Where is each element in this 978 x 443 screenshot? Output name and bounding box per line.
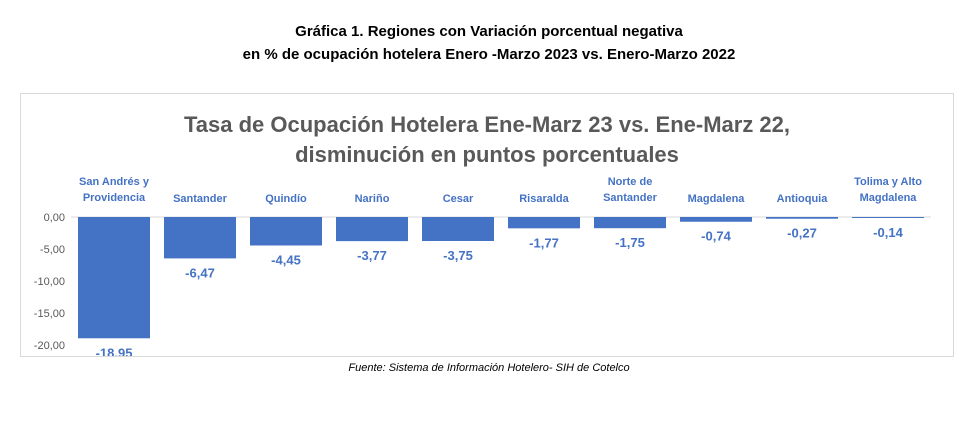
value-label: -0,74 bbox=[701, 229, 731, 244]
category-label: Norte de bbox=[608, 176, 653, 188]
bar-5 bbox=[422, 217, 494, 241]
chart-frame: Tasa de Ocupación Hotelera Ene-Marz 23 v… bbox=[20, 93, 954, 357]
category-label: Quindío bbox=[265, 193, 307, 205]
category-label: Antioquia bbox=[777, 193, 829, 205]
figure-caption-line-2: en % de ocupación hotelera Enero -Marzo … bbox=[242, 46, 736, 63]
value-label: -1,77 bbox=[529, 235, 559, 250]
category-label: San Andrés y bbox=[79, 176, 150, 188]
category-label: Risaralda bbox=[519, 193, 569, 205]
category-label: Cesar bbox=[443, 193, 474, 205]
y-tick-label: -5,00 bbox=[40, 244, 65, 256]
bar-1 bbox=[78, 217, 150, 339]
value-label: -0,14 bbox=[873, 225, 903, 240]
bar-3 bbox=[250, 217, 322, 246]
value-label: -0,27 bbox=[787, 226, 817, 241]
bar-9 bbox=[766, 217, 838, 219]
figure-caption-line-1: Gráfica 1. Regiones con Variación porcen… bbox=[295, 23, 683, 40]
category-label: Santander bbox=[173, 193, 228, 205]
bar-4 bbox=[336, 217, 408, 242]
value-label: -18,95 bbox=[96, 345, 133, 356]
bar-6 bbox=[508, 217, 580, 229]
chart-title-line-1: Tasa de Ocupación Hotelera Ene-Marz 23 v… bbox=[184, 112, 790, 137]
bar-7 bbox=[594, 217, 666, 229]
bar-chart: Tasa de Ocupación Hotelera Ene-Marz 23 v… bbox=[34, 112, 931, 356]
category-label: Magdalena bbox=[688, 193, 746, 205]
category-label: Nariño bbox=[355, 193, 390, 205]
category-label: Providencia bbox=[83, 192, 146, 204]
y-tick-label: 0,00 bbox=[44, 212, 65, 224]
bar-10 bbox=[852, 217, 924, 218]
y-tick-label: -20,00 bbox=[34, 340, 65, 352]
chart-title-line-2: disminución en puntos porcentuales bbox=[295, 142, 679, 167]
source-note: Fuente: Sistema de Información Hotelero-… bbox=[348, 362, 630, 374]
category-label: Magdalena bbox=[860, 192, 918, 204]
y-tick-label: -15,00 bbox=[34, 308, 65, 320]
bar-2 bbox=[164, 217, 236, 259]
value-label: -3,75 bbox=[443, 248, 473, 263]
value-label: -1,75 bbox=[615, 235, 645, 250]
y-tick-label: -10,00 bbox=[34, 276, 65, 288]
category-label: Tolima y Alto bbox=[854, 176, 922, 188]
value-label: -3,77 bbox=[357, 248, 387, 263]
value-label: -4,45 bbox=[271, 252, 301, 267]
value-label: -6,47 bbox=[185, 265, 215, 280]
category-label: Santander bbox=[603, 192, 658, 204]
bar-8 bbox=[680, 217, 752, 222]
